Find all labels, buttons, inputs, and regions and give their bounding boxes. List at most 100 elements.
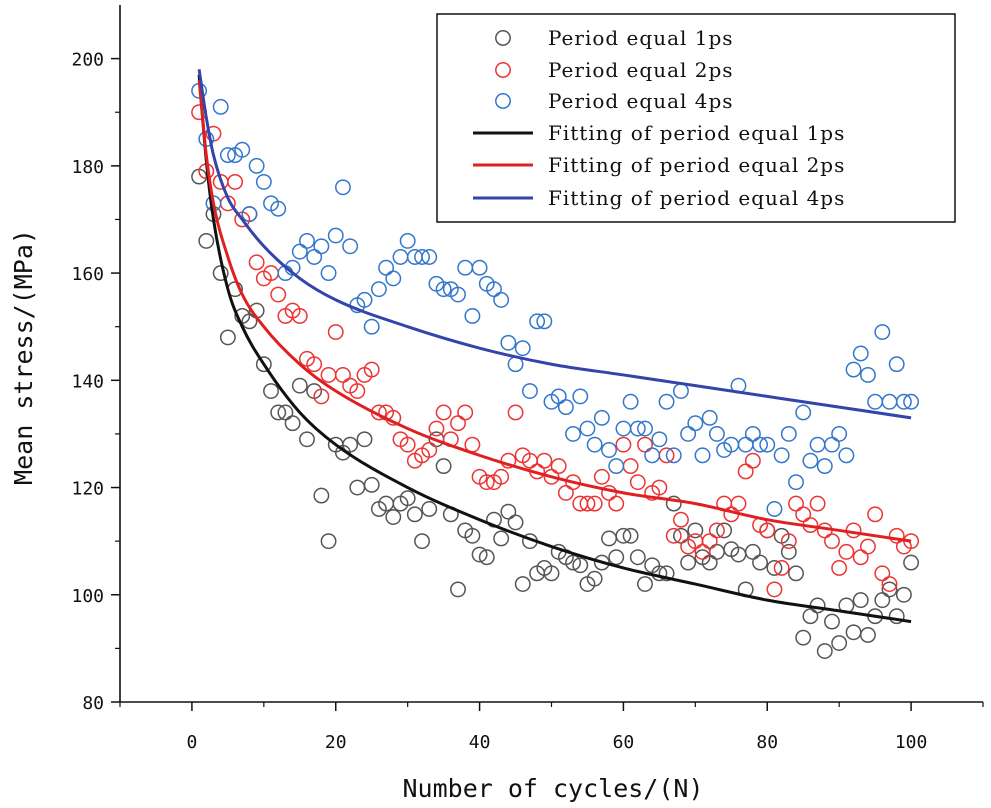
data-point	[637, 420, 653, 437]
legend-marker	[495, 62, 511, 78]
data-point	[687, 522, 704, 539]
data-point	[730, 495, 747, 512]
data-point	[859, 627, 876, 643]
data-point	[514, 576, 531, 592]
data-point	[263, 383, 279, 399]
data-point	[795, 404, 812, 421]
data-point	[766, 581, 783, 598]
data-point	[284, 415, 301, 432]
data-point	[536, 313, 553, 330]
data-point	[888, 356, 905, 373]
y-tick-label: 160	[71, 264, 104, 285]
data-point	[867, 393, 884, 410]
data-point	[363, 361, 380, 378]
data-point	[327, 324, 344, 341]
data-point	[881, 576, 898, 592]
data-point	[557, 484, 574, 501]
data-point	[759, 522, 776, 539]
data-point	[514, 340, 531, 357]
data-point	[219, 147, 236, 164]
data-point	[334, 179, 351, 196]
data-point	[313, 238, 330, 255]
y-tick-label: 80	[82, 693, 104, 714]
data-point	[385, 270, 402, 287]
data-point	[320, 533, 337, 550]
data-point	[651, 431, 668, 448]
data-point	[313, 487, 330, 504]
data-point	[895, 586, 912, 603]
data-point	[788, 495, 804, 512]
data-point	[550, 458, 567, 475]
data-point	[270, 200, 287, 217]
data-point	[550, 388, 567, 405]
data-point	[903, 393, 920, 410]
data-point	[399, 436, 416, 453]
data-point	[780, 543, 797, 560]
x-tick-label: 40	[469, 732, 491, 753]
data-point	[342, 436, 359, 453]
data-point	[629, 549, 646, 566]
data-point	[802, 452, 819, 469]
data-point	[788, 474, 804, 491]
data-point	[241, 313, 258, 330]
data-point	[349, 479, 366, 496]
data-point	[579, 495, 596, 512]
data-point	[521, 383, 538, 399]
data-point	[593, 468, 610, 485]
data-point	[356, 431, 373, 448]
data-point	[766, 501, 783, 517]
data-point	[629, 474, 646, 491]
data-point	[299, 232, 315, 249]
legend-label: Fitting of period equal 1ps	[548, 121, 845, 145]
data-point	[665, 495, 682, 512]
data-point	[572, 388, 589, 405]
data-point	[414, 533, 430, 550]
data-point	[421, 442, 438, 458]
data-point	[356, 291, 373, 308]
data-point	[234, 141, 251, 158]
x-tick-label: 0	[186, 732, 197, 753]
data-point	[859, 538, 876, 555]
data-point	[644, 447, 661, 464]
data-point	[773, 447, 790, 464]
data-point	[881, 393, 898, 410]
data-point	[421, 249, 438, 265]
data-point	[586, 436, 603, 453]
data-point	[809, 495, 826, 512]
data-point	[320, 366, 337, 383]
data-point	[507, 514, 524, 531]
data-point	[450, 581, 466, 598]
x-tick-label: 80	[756, 732, 778, 753]
axis-layer: 0 20 40 60 80 100 80 100 120 140 160 180 200	[71, 50, 984, 753]
data-point	[773, 560, 790, 576]
data-point	[428, 420, 445, 437]
data-point	[824, 613, 840, 630]
data-point	[852, 345, 869, 362]
data-point	[593, 409, 610, 426]
data-point	[637, 576, 653, 592]
data-point	[824, 533, 840, 550]
data-point	[716, 522, 733, 539]
data-point	[888, 527, 905, 544]
data-point	[270, 404, 287, 421]
y-tick-label: 100	[71, 586, 104, 607]
data-point	[752, 436, 769, 453]
data-point	[780, 425, 797, 442]
data-point	[378, 259, 395, 276]
data-point	[701, 554, 718, 571]
data-point	[744, 452, 761, 469]
legend-marker	[495, 30, 511, 46]
data-point	[306, 249, 323, 265]
data-point	[586, 570, 603, 587]
data-point	[406, 506, 423, 523]
data-point	[478, 549, 495, 566]
data-point	[565, 425, 582, 442]
data-point	[895, 393, 912, 410]
data-point	[291, 243, 308, 260]
data-point	[493, 291, 510, 308]
data-point	[601, 530, 617, 547]
fit-layer	[197, 69, 912, 624]
data-point	[608, 549, 625, 566]
data-point	[414, 249, 430, 265]
